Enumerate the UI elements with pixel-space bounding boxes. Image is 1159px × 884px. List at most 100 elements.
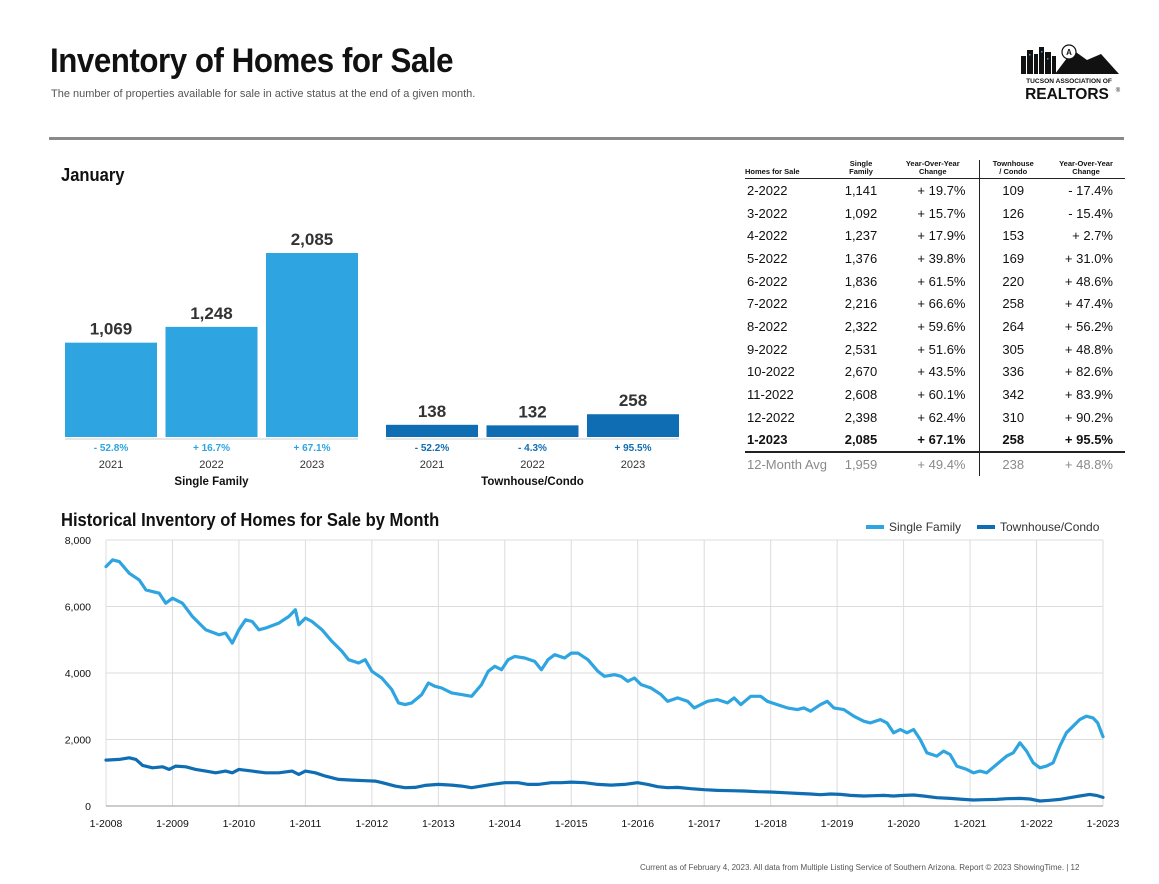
table-cell: 1,092 <box>844 205 878 221</box>
month-label: January <box>61 165 125 185</box>
y-tick-label: 6,000 <box>65 602 91 614</box>
table-cell: 220 <box>978 269 1047 293</box>
table-cell: 1,959 <box>835 451 887 476</box>
x-tick-label: 1-2023 <box>1087 818 1120 830</box>
series-line-townhouse <box>104 756 1105 803</box>
table-cell: 12-Month Avg <box>745 451 835 476</box>
table-cell: 126 <box>978 201 1047 225</box>
table-cell: + 48.8% <box>1064 341 1113 357</box>
table-cell: + 95.5% <box>1064 432 1113 448</box>
table-cell: 7-2022 <box>747 296 788 312</box>
table-cell: + 31.0% <box>1064 250 1113 266</box>
x-tick-label: 1-2013 <box>422 818 455 830</box>
x-tick-label: 1-2022 <box>1020 818 1053 830</box>
legend-label-single-family: Single Family <box>889 520 961 534</box>
table-cell: - 15.4% <box>1068 205 1113 221</box>
table-cell: + 48.6% <box>1064 273 1113 289</box>
col-header-period: Homes for Sale <box>745 160 835 179</box>
bar-townhouse-2021 <box>386 424 478 437</box>
bar-group-label: Single Family <box>174 476 249 488</box>
table-header-row: Homes for Sale Single Family Year-Over-Ye… <box>745 160 1125 179</box>
y-tick-label: 4,000 <box>65 668 91 680</box>
table-row: 6-2022 1,836 + 61.5% 220 + 48.6% <box>745 269 1125 293</box>
table-row: 9-2022 2,531 + 51.6% 305 + 48.8% <box>745 337 1125 361</box>
table-cell: + 43.5% <box>917 364 966 380</box>
footer-note: Current as of February 4, 2023. All data… <box>640 863 1080 872</box>
table-cell: + 15.7% <box>917 205 966 221</box>
y-tick-label: 8,000 <box>65 535 91 547</box>
table-cell: + 47.4% <box>1064 296 1113 312</box>
city-skyline-icon <box>1021 44 1119 74</box>
table-cell: + 51.6% <box>917 341 966 357</box>
table-row: 10-2022 2,670 + 43.5% 336 + 82.6% <box>745 360 1125 384</box>
table-cell: + 39.8% <box>917 250 966 266</box>
bar-change-label: + 67.1% <box>294 443 331 454</box>
x-tick-label: 1-2019 <box>821 818 854 830</box>
tucson-realtors-logo: A TUCSON ASSOCIATION OF REALTORS ® <box>1021 44 1121 103</box>
bar-value-label: 132 <box>518 402 546 421</box>
table-cell: + 62.4% <box>917 409 966 425</box>
x-tick-label: 1-2008 <box>90 818 123 830</box>
table-row: 5-2022 1,376 + 39.8% 169 + 31.0% <box>745 247 1125 270</box>
bar-year-label: 2022 <box>199 459 223 471</box>
bar-value-label: 258 <box>619 391 647 410</box>
table-cell: 153 <box>978 224 1047 248</box>
table-cell: + 17.9% <box>917 228 966 244</box>
table-row: 1-2023 2,085 + 67.1% 258 + 95.5% <box>745 428 1125 453</box>
table-cell: 109 <box>978 178 1047 202</box>
table-cell: 1,836 <box>844 273 878 289</box>
x-tick-label: 1-2009 <box>156 818 189 830</box>
table-row: 2-2022 1,141 + 19.7% 109 - 17.4% <box>745 178 1125 202</box>
table-row: 4-2022 1,237 + 17.9% 153 + 2.7% <box>745 224 1125 248</box>
table-cell: 10-2022 <box>747 364 795 380</box>
table-cell: 336 <box>978 360 1047 384</box>
table-cell: 1-2023 <box>747 432 788 448</box>
bar-year-label: 2023 <box>300 459 324 471</box>
col-header-sf-change: Year-Over-Year Change <box>887 160 979 179</box>
bar-year-label: 2021 <box>99 459 123 471</box>
table-cell: 9-2022 <box>747 341 788 357</box>
x-tick-label: 1-2010 <box>223 818 256 830</box>
x-tick-label: 1-2012 <box>356 818 389 830</box>
table-cell: 2,531 <box>844 341 878 357</box>
table-cell: 169 <box>978 247 1047 270</box>
bar-change-label: - 52.8% <box>94 443 129 454</box>
bar-group-label: Townhouse/Condo <box>481 476 584 488</box>
table-cell: 258 <box>978 428 1047 453</box>
registered-mark: ® <box>1116 87 1121 94</box>
col-header-th-change: Year-Over-Year Change <box>1047 160 1125 179</box>
x-tick-label: 1-2017 <box>688 818 721 830</box>
table-cell: + 90.2% <box>1064 409 1113 425</box>
col-header-single-family: Single Family <box>835 160 887 179</box>
bar-change-label: - 4.3% <box>518 443 547 454</box>
bar-value-label: 2,085 <box>291 230 334 249</box>
historical-chart-title: Historical Inventory of Homes for Sale b… <box>61 510 440 530</box>
bar-change-label: - 52.2% <box>415 443 450 454</box>
bar-single-family-2021 <box>65 342 157 437</box>
table-cell: + 19.7% <box>917 182 966 198</box>
table-cell: + 48.8% <box>1047 451 1125 476</box>
table-cell: 6-2022 <box>747 273 788 289</box>
page-title: Inventory of Homes for Sale <box>50 42 454 80</box>
table-cell: + 49.4% <box>887 451 979 476</box>
table-cell: 2,216 <box>844 296 878 312</box>
table-cell: 342 <box>978 383 1047 406</box>
table-cell: 1,237 <box>844 228 878 244</box>
table-cell: 2-2022 <box>747 182 788 198</box>
bar-year-label: 2021 <box>420 459 444 471</box>
table-row: 8-2022 2,322 + 59.6% 264 + 56.2% <box>745 315 1125 338</box>
table-cell: 2,322 <box>844 318 878 334</box>
x-tick-label: 1-2015 <box>555 818 588 830</box>
table-row: 12-2022 2,398 + 62.4% 310 + 90.2% <box>745 405 1125 429</box>
bar-value-label: 1,248 <box>190 304 233 323</box>
col-header-townhouse: Townhouse / Condo <box>978 160 1047 179</box>
series-line-single-family <box>104 558 1105 775</box>
table-cell: + 60.1% <box>917 387 966 403</box>
table-cell: 1,376 <box>844 250 878 266</box>
x-tick-label: 1-2018 <box>754 818 787 830</box>
bar-townhouse-2022 <box>486 425 579 437</box>
x-tick-label: 1-2014 <box>488 818 521 830</box>
table-cell: + 82.6% <box>1064 364 1113 380</box>
page-subtitle: The number of properties available for s… <box>51 88 476 100</box>
bar-change-label: + 16.7% <box>193 443 230 454</box>
